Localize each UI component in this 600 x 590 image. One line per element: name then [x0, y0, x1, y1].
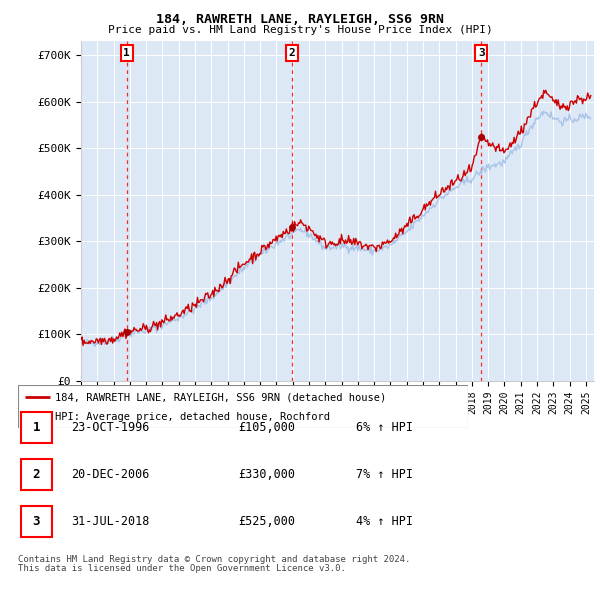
FancyBboxPatch shape	[21, 459, 52, 490]
Text: £330,000: £330,000	[238, 468, 295, 481]
Text: £105,000: £105,000	[238, 421, 295, 434]
FancyBboxPatch shape	[18, 385, 468, 428]
Text: This data is licensed under the Open Government Licence v3.0.: This data is licensed under the Open Gov…	[18, 565, 346, 573]
Text: HPI: Average price, detached house, Rochford: HPI: Average price, detached house, Roch…	[55, 412, 330, 422]
Text: 20-DEC-2006: 20-DEC-2006	[71, 468, 150, 481]
Text: 6% ↑ HPI: 6% ↑ HPI	[356, 421, 413, 434]
Text: Contains HM Land Registry data © Crown copyright and database right 2024.: Contains HM Land Registry data © Crown c…	[18, 555, 410, 564]
Text: 184, RAWRETH LANE, RAYLEIGH, SS6 9RN (detached house): 184, RAWRETH LANE, RAYLEIGH, SS6 9RN (de…	[55, 392, 386, 402]
Text: Price paid vs. HM Land Registry's House Price Index (HPI): Price paid vs. HM Land Registry's House …	[107, 25, 493, 35]
Text: 1: 1	[32, 421, 40, 434]
Text: 7% ↑ HPI: 7% ↑ HPI	[356, 468, 413, 481]
Text: 2: 2	[289, 48, 296, 58]
Text: 3: 3	[478, 48, 485, 58]
Text: £525,000: £525,000	[238, 515, 295, 528]
FancyBboxPatch shape	[21, 506, 52, 537]
Text: 31-JUL-2018: 31-JUL-2018	[71, 515, 150, 528]
Text: 1: 1	[124, 48, 130, 58]
Text: 184, RAWRETH LANE, RAYLEIGH, SS6 9RN: 184, RAWRETH LANE, RAYLEIGH, SS6 9RN	[156, 13, 444, 26]
Text: 2: 2	[32, 468, 40, 481]
FancyBboxPatch shape	[21, 412, 52, 442]
Text: 23-OCT-1996: 23-OCT-1996	[71, 421, 150, 434]
Text: 4% ↑ HPI: 4% ↑ HPI	[356, 515, 413, 528]
Text: 3: 3	[32, 515, 40, 528]
